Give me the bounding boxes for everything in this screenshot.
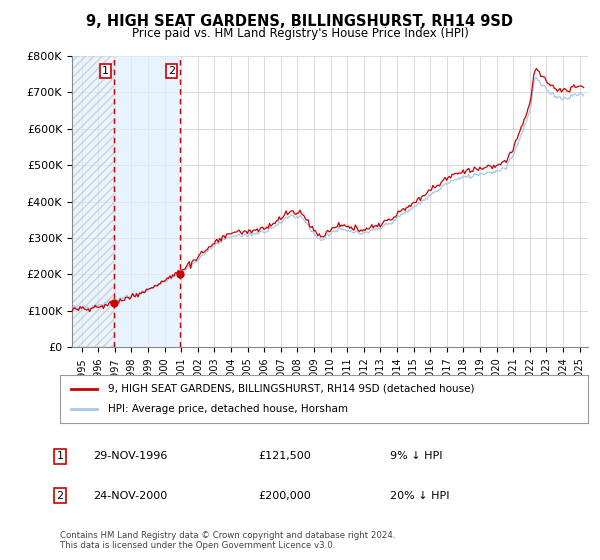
Text: 9, HIGH SEAT GARDENS, BILLINGSHURST, RH14 9SD: 9, HIGH SEAT GARDENS, BILLINGSHURST, RH1…: [86, 14, 514, 29]
Text: £121,500: £121,500: [258, 451, 311, 461]
Text: Contains HM Land Registry data © Crown copyright and database right 2024.
This d: Contains HM Land Registry data © Crown c…: [60, 531, 395, 550]
Bar: [72, 56, 113, 347]
Text: £200,000: £200,000: [258, 491, 311, 501]
Text: 2: 2: [56, 491, 64, 501]
Text: 2: 2: [168, 66, 175, 76]
Text: 1: 1: [102, 66, 109, 76]
Text: 9% ↓ HPI: 9% ↓ HPI: [390, 451, 443, 461]
Text: 24-NOV-2000: 24-NOV-2000: [93, 491, 167, 501]
Text: 20% ↓ HPI: 20% ↓ HPI: [390, 491, 449, 501]
Bar: [113, 56, 179, 347]
Text: 9, HIGH SEAT GARDENS, BILLINGSHURST, RH14 9SD (detached house): 9, HIGH SEAT GARDENS, BILLINGSHURST, RH1…: [107, 384, 474, 394]
Text: 1: 1: [56, 451, 64, 461]
Text: HPI: Average price, detached house, Horsham: HPI: Average price, detached house, Hors…: [107, 404, 347, 414]
Text: 29-NOV-1996: 29-NOV-1996: [93, 451, 167, 461]
Text: Price paid vs. HM Land Registry's House Price Index (HPI): Price paid vs. HM Land Registry's House …: [131, 27, 469, 40]
